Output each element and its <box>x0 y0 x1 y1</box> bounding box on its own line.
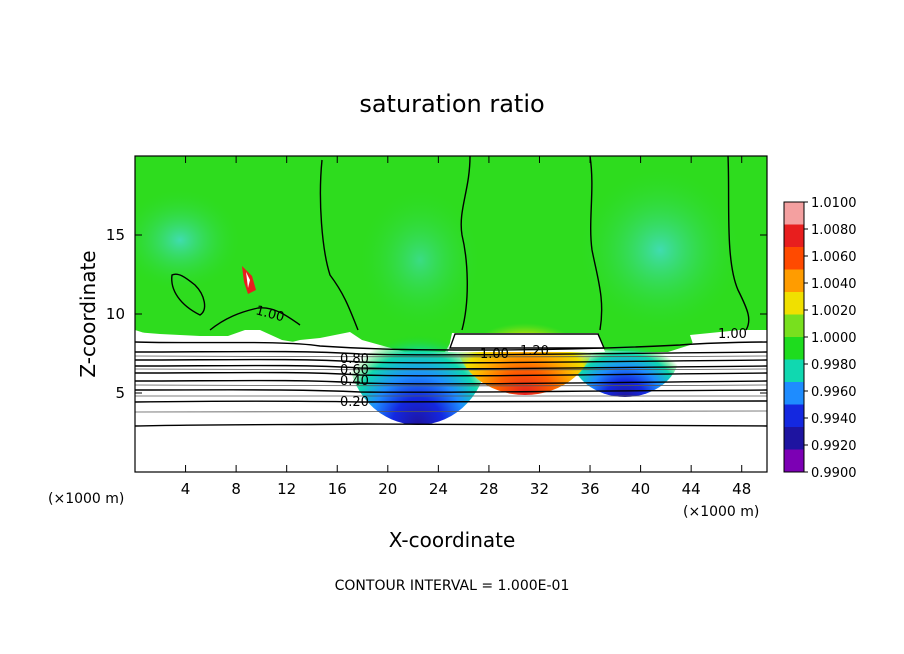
x-tick-label: 24 <box>429 480 448 498</box>
contour-label: 1.20 <box>520 344 549 359</box>
y-tick-label: 10 <box>106 305 125 323</box>
colorbar-label: 1.0080 <box>811 223 857 238</box>
contour-label: 1.00 <box>254 303 286 325</box>
colorbar-swatch <box>784 224 804 248</box>
cyan-patch-right <box>580 170 740 330</box>
x-tick-label: 32 <box>530 480 549 498</box>
x-tick-label: 16 <box>328 480 347 498</box>
colorbar-label: 1.0060 <box>811 250 857 265</box>
contour-lines <box>135 156 767 427</box>
contour-interval-note: CONTOUR INTERVAL = 1.000E-01 <box>335 578 570 594</box>
x-tick-label: 4 <box>181 480 191 498</box>
x-tick-label: 8 <box>231 480 241 498</box>
colorbar-label: 0.9960 <box>811 385 857 400</box>
x-unit-label: (×1000 m) <box>683 504 759 520</box>
colorbar-swatch <box>784 337 804 360</box>
cloud-band <box>135 330 356 352</box>
colorbar-swatch <box>784 269 804 293</box>
x-axis-ticks: 4 8 12 16 20 24 28 32 36 40 44 48 <box>181 156 751 498</box>
chart-title: saturation ratio <box>359 90 544 118</box>
y-unit-label: (×1000 m) <box>48 491 124 507</box>
x-tick-label: 20 <box>378 480 397 498</box>
colorbar-swatch <box>784 292 804 315</box>
x-tick-label: 40 <box>631 480 650 498</box>
colorbar-swatch <box>784 202 804 225</box>
x-tick-label: 44 <box>682 480 701 498</box>
colorbar: 1.0100 1.0080 1.0060 1.0040 1.0020 1.0000 0.99… <box>783 196 857 481</box>
colorbar-swatch <box>784 314 804 338</box>
colorbar-label: 0.9920 <box>811 439 857 454</box>
x-tick-label: 28 <box>479 480 498 498</box>
colorbar-label: 1.0100 <box>811 196 857 211</box>
cyan-patch-left <box>135 190 240 290</box>
colorbar-swatch <box>784 382 804 405</box>
contour-label: 0.40 <box>340 374 369 389</box>
colorbar-swatch <box>784 359 804 383</box>
y-tick-label: 15 <box>106 226 125 244</box>
contour-label: 0.60 <box>340 363 369 378</box>
colorbar-swatch <box>784 427 804 450</box>
x-tick-label: 12 <box>277 480 296 498</box>
contour-label: 0.20 <box>340 395 369 410</box>
colorbar-swatch <box>784 247 804 270</box>
colorbar-label: 0.9900 <box>811 466 857 481</box>
colorbar-swatch <box>784 404 804 428</box>
plot-area <box>135 156 767 472</box>
contour-label: 1.00 <box>480 347 509 362</box>
colorbar-label: 0.9980 <box>811 358 857 373</box>
x-tick-label: 36 <box>580 480 599 498</box>
colorbar-label: 1.0040 <box>811 277 857 292</box>
y-tick-label: 5 <box>115 384 125 402</box>
contour-label: 1.00 <box>718 327 747 342</box>
x-axis-label: X-coordinate <box>389 528 516 552</box>
colorbar-label: 0.9940 <box>811 412 857 427</box>
contour-label: 0.80 <box>340 352 369 367</box>
y-axis-ticks: 5 10 15 <box>106 226 767 402</box>
x-tick-label: 48 <box>732 480 751 498</box>
contour-labels: 1.00 1.00 1.00 1.20 0.80 0.60 0.40 0.20 <box>254 303 747 410</box>
colorbar-label: 1.0020 <box>811 304 857 319</box>
colorbar-swatch <box>784 449 804 473</box>
colorbar-label: 1.0000 <box>811 331 857 346</box>
y-axis-label: Z-coordinate <box>76 250 100 377</box>
